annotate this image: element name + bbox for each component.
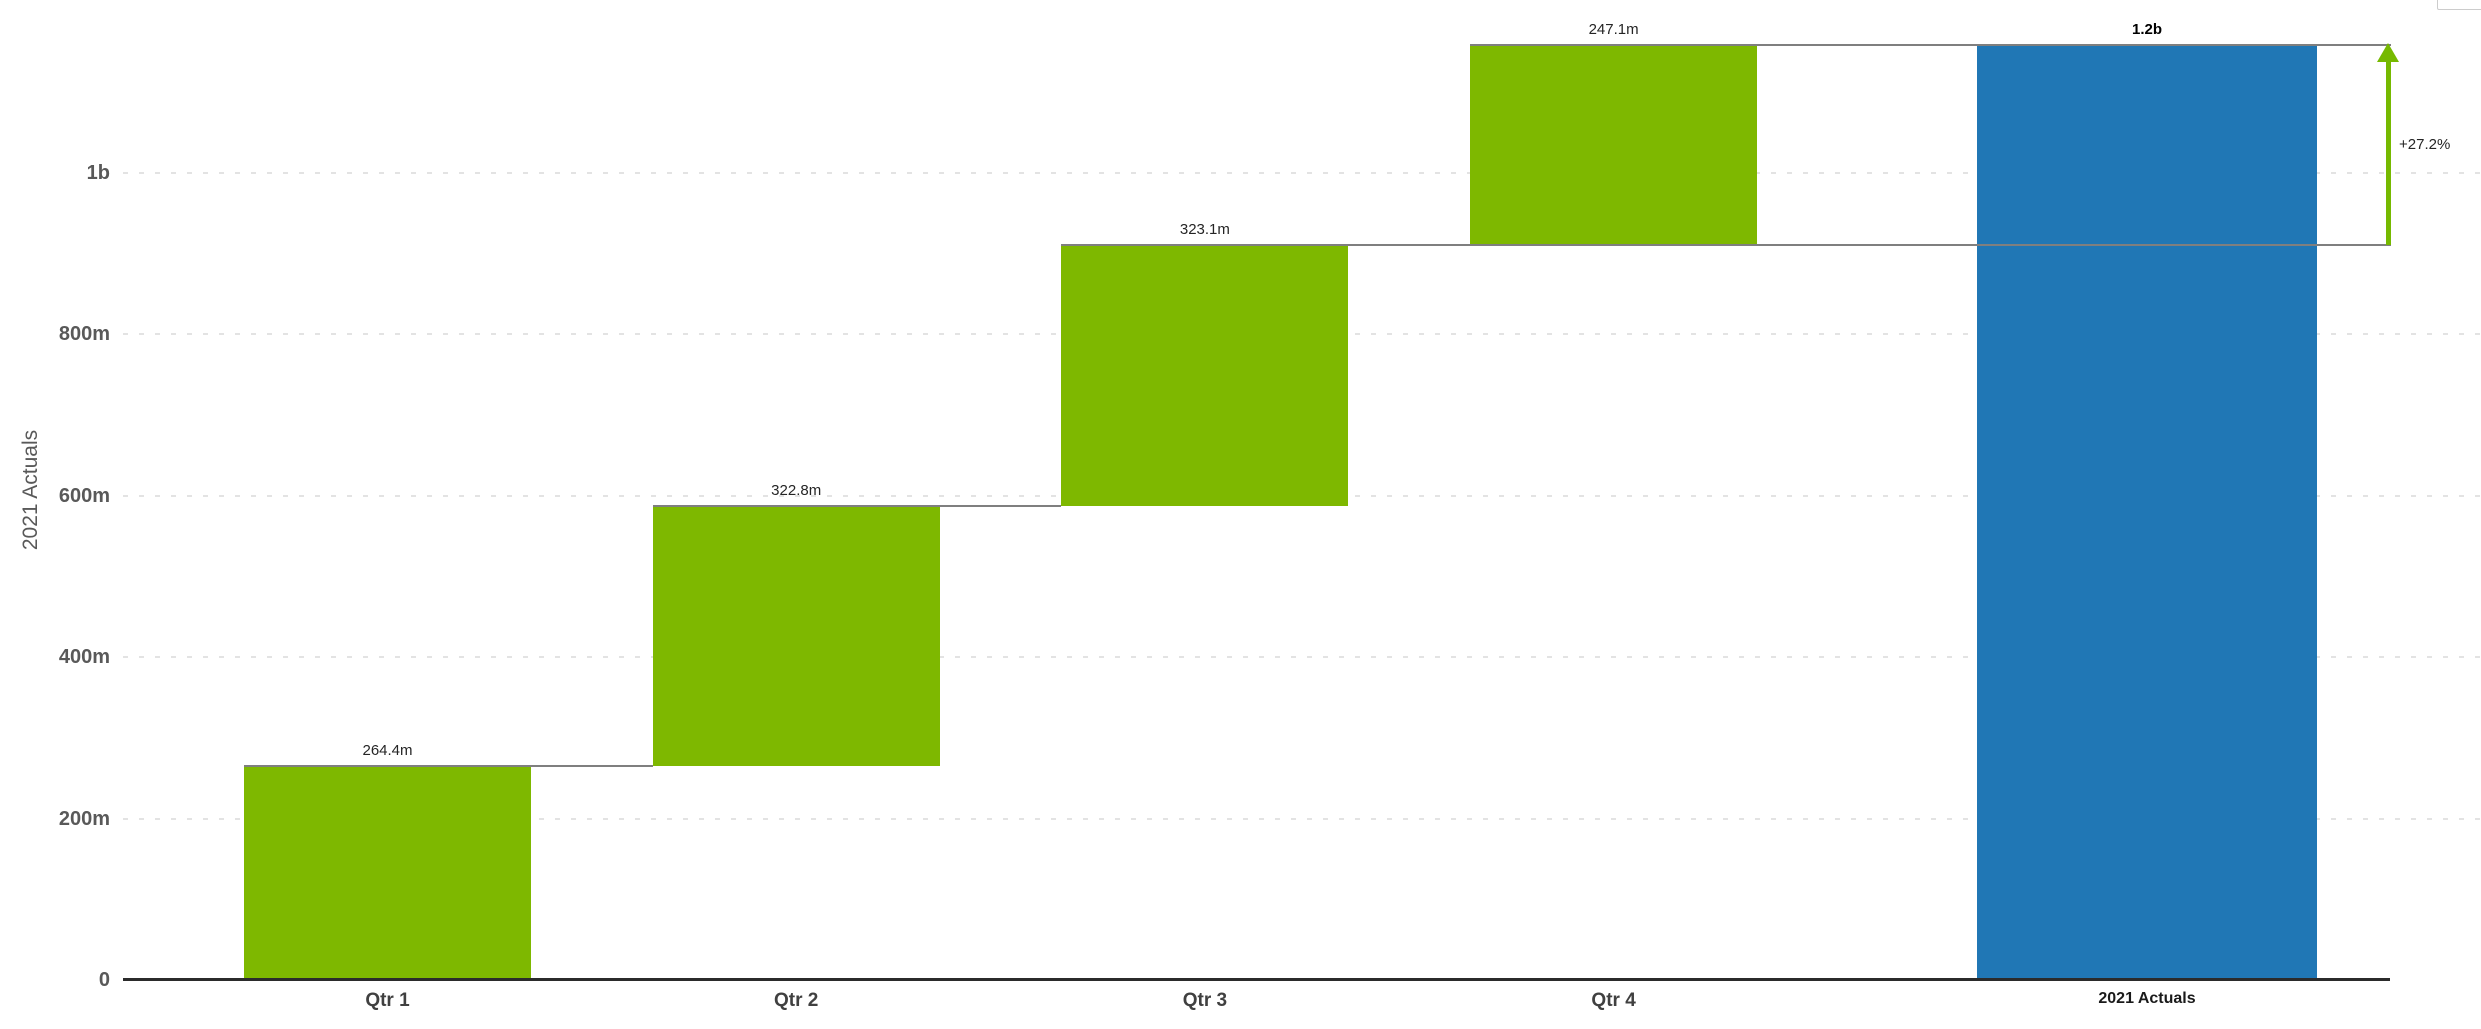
x-label-qtr-3: Qtr 3 xyxy=(1182,990,1228,1011)
x-label-qtr-4: Qtr 4 xyxy=(1591,990,1636,1011)
connector-line-2 xyxy=(652,504,1062,507)
y-tick-label-200m: 200m xyxy=(58,807,110,830)
y-tick-label-800m: 800m xyxy=(58,323,110,345)
data-label-total: 1.2b xyxy=(2131,21,2163,39)
x-axis-line xyxy=(123,978,2390,981)
bar-total-2021-actuals[interactable] xyxy=(1977,45,2317,980)
y-tick-label-400m: 400m xyxy=(58,646,110,668)
data-label-qtr-1: 264.4m xyxy=(362,742,413,760)
x-label-total-2021-actuals: 2021 Actuals xyxy=(2098,990,2196,1007)
bar-qtr-1[interactable] xyxy=(244,766,531,980)
growth-arrow-stem xyxy=(2385,60,2391,245)
bar-qtr-2[interactable] xyxy=(652,505,940,767)
gridline-200m xyxy=(123,817,2481,820)
growth-arrow-head-icon xyxy=(2377,43,2399,63)
connector-line-4 xyxy=(1470,44,2391,47)
y-tick-label-0: 0 xyxy=(98,969,110,991)
gridline-1b xyxy=(123,171,2481,174)
connector-line-3 xyxy=(1061,243,2391,246)
y-tick-label-600m: 600m xyxy=(58,484,110,507)
data-label-qtr-4: 247.1m xyxy=(1588,21,1639,39)
data-label-qtr-2: 322.8m xyxy=(771,481,822,499)
clipped-visual-header[interactable] xyxy=(2437,0,2481,10)
data-label-qtr-3: 323.1m xyxy=(1179,220,1230,238)
connector-line-1 xyxy=(244,765,653,768)
bar-qtr-3[interactable] xyxy=(1061,244,1349,506)
growth-annotation-label: +27.2% xyxy=(2399,136,2451,154)
x-label-qtr-1: Qtr 1 xyxy=(365,990,410,1011)
gridline-400m xyxy=(123,656,2481,658)
x-label-qtr-2: Qtr 2 xyxy=(774,990,819,1011)
bar-qtr-4[interactable] xyxy=(1470,45,1758,245)
y-tick-label-1b: 1b xyxy=(86,161,110,184)
